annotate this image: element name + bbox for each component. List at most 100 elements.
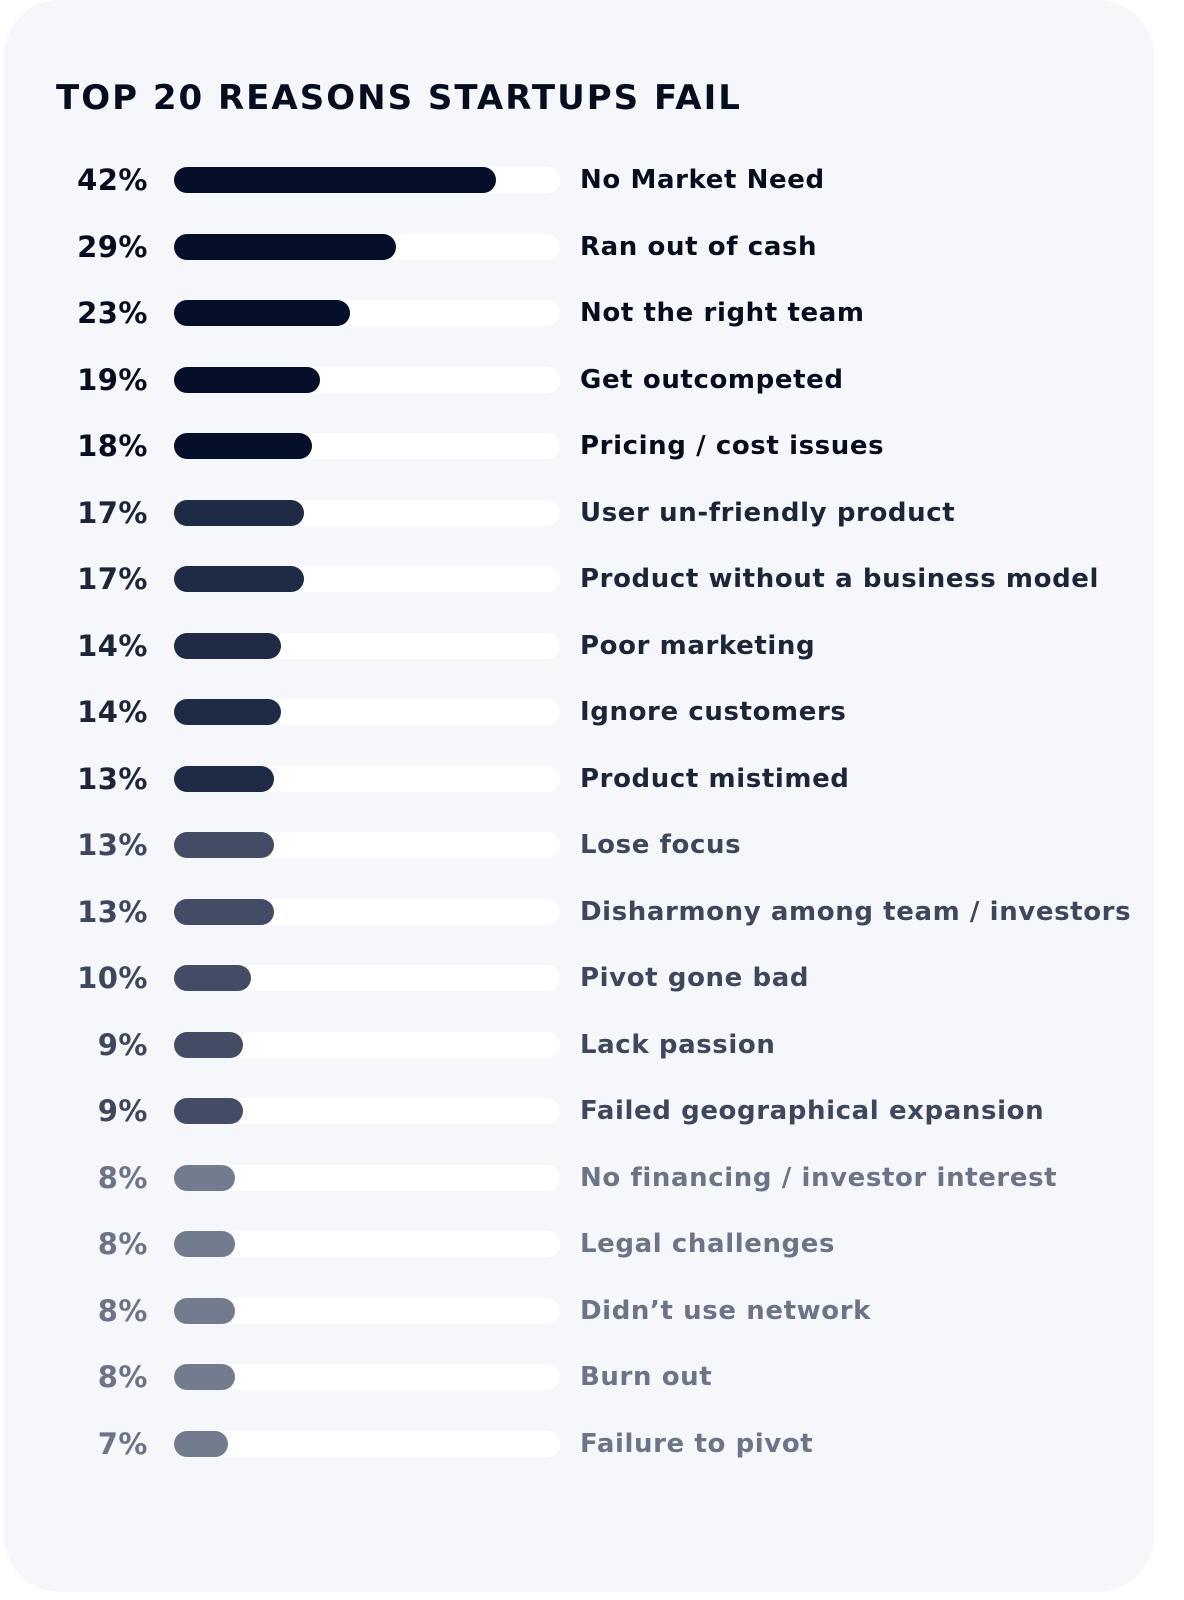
bar-track [174,898,560,925]
bar-row: 17% User un-friendly product [0,493,1184,533]
bar [174,1430,228,1457]
bar [174,1164,236,1191]
bar [174,1297,236,1324]
bar-row: 8% No financing / investor interest [0,1158,1184,1198]
data-label: 7% [97,1426,148,1461]
bar-row: 13% Product mistimed [0,759,1184,799]
bar-row: 14% Poor marketing [0,626,1184,666]
bar-track [174,566,560,592]
bar [174,566,305,592]
bar-row: 29% Ran out of cash [0,227,1184,267]
category-label: Burn out [580,1362,713,1392]
bar-track [174,832,560,858]
bar [174,632,282,659]
data-label: 8% [97,1160,148,1195]
category-label: Pricing / cost issues [580,431,885,461]
data-label: 18% [77,429,148,463]
bar-track [174,1297,560,1324]
bar-track [174,699,560,725]
category-label: Product without a business model [580,564,1100,594]
data-label: 9% [97,1027,148,1062]
bar [174,167,496,193]
category-label: Poor marketing [580,630,816,661]
chart-card: TOP 20 REASONS STARTUPS FAIL [4,0,1154,1592]
bar-track [174,965,560,991]
bar-row: 18% Pricing / cost issues [0,426,1184,466]
bar-track [174,632,560,659]
data-label: 8% [97,1293,148,1328]
data-label: 8% [97,1227,148,1261]
bar [174,765,274,792]
data-label: 14% [77,628,148,663]
bar-row: 23% Not the right team [0,293,1184,333]
bar-track [174,300,560,326]
data-label: 14% [77,695,148,729]
data-label: 13% [77,894,148,929]
data-label: 9% [97,1094,148,1128]
bar-track [174,167,560,193]
bar-row: 8% Didn’t use network [0,1291,1184,1331]
bar [174,1031,243,1058]
category-label: Disharmony among team / investors [580,896,1132,927]
bar [174,699,282,725]
bar [174,499,305,526]
chart-title: TOP 20 REASONS STARTUPS FAIL [56,78,742,118]
bar [174,300,351,326]
bar-row: 14% Ignore customers [0,692,1184,732]
bar [174,233,397,260]
bar-row: 17% Product without a business model [0,559,1184,599]
data-label: 23% [77,296,148,330]
category-label: Lack passion [580,1029,776,1060]
category-label: Didn’t use network [580,1295,872,1326]
data-label: 17% [77,495,148,530]
data-label: 17% [77,562,148,596]
category-label: Pivot gone bad [580,963,810,993]
category-label: Lose focus [580,830,742,860]
category-label: Not the right team [580,298,865,328]
bar [174,1364,236,1390]
bar-track [174,499,560,526]
bar-track [174,433,560,459]
data-label: 13% [77,761,148,796]
data-label: 10% [77,961,148,995]
data-label: 13% [77,828,148,862]
data-label: 8% [97,1360,148,1394]
bar-track [174,1031,560,1058]
data-label: 29% [77,229,148,264]
bar-row: 13% Lose focus [0,825,1184,865]
category-label: Get outcompeted [580,364,844,395]
bar [174,433,312,459]
bar [174,1231,236,1257]
bar [174,366,320,393]
bar [174,832,274,858]
bar-track [174,233,560,260]
bar-track [174,1364,560,1390]
bar [174,1098,243,1124]
category-label: Product mistimed [580,763,850,794]
bar-track [174,1430,560,1457]
bar-row: 10% Pivot gone bad [0,958,1184,998]
category-label: Ignore customers [580,697,847,727]
category-label: Failed geographical expansion [580,1096,1045,1126]
bar-row: 13% Disharmony among team / investors [0,892,1184,932]
category-label: Legal challenges [580,1229,836,1259]
bar-row: 42% No Market Need [0,160,1184,200]
bar-track [174,765,560,792]
bar-row: 7% Failure to pivot [0,1424,1184,1464]
bar-row: 9% Failed geographical expansion [0,1091,1184,1131]
category-label: Failure to pivot [580,1428,814,1459]
bar-track [174,1231,560,1257]
bar [174,965,251,991]
bar-row: 8% Burn out [0,1357,1184,1397]
bar-track [174,366,560,393]
category-label: Ran out of cash [580,231,818,262]
bar [174,898,274,925]
bar-row: 8% Legal challenges [0,1224,1184,1264]
category-label: No financing / investor interest [580,1162,1058,1193]
bar-row: 9% Lack passion [0,1025,1184,1065]
data-label: 19% [77,362,148,397]
category-label: No Market Need [580,165,825,195]
bar-track [174,1164,560,1191]
data-label: 42% [77,163,148,197]
